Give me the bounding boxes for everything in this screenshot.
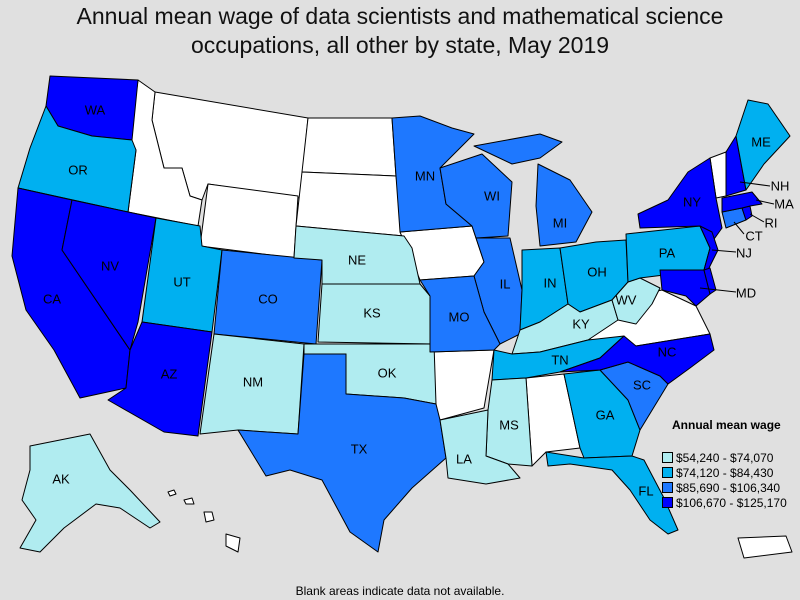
state-me xyxy=(735,99,791,191)
label-ga: GA xyxy=(596,407,615,422)
label-il: IL xyxy=(500,276,511,291)
label-ak: AK xyxy=(52,471,70,486)
label-or: OR xyxy=(68,162,88,177)
legend-item-4: $106,670 - $125,170 xyxy=(662,495,787,510)
callout-ct xyxy=(733,221,745,235)
callout-nh xyxy=(739,181,771,187)
label-tx: TX xyxy=(351,441,368,456)
state-mi xyxy=(473,133,593,247)
label-mn: MN xyxy=(415,168,435,183)
label-ri: RI xyxy=(765,215,778,230)
label-in: IN xyxy=(544,275,557,290)
label-wv: WV xyxy=(616,292,637,307)
label-wa: WA xyxy=(85,102,106,117)
label-ks: KS xyxy=(363,305,381,320)
state-tx xyxy=(237,353,447,553)
state-ny xyxy=(637,157,723,243)
label-ct: CT xyxy=(745,228,762,243)
state-ak xyxy=(19,433,161,553)
state-ma xyxy=(721,191,763,213)
label-ca: CA xyxy=(43,291,61,306)
legend-label-2: $74,120 - $84,430 xyxy=(676,465,774,480)
legend-item-2: $74,120 - $84,430 xyxy=(662,465,787,480)
label-nm: NM xyxy=(243,374,263,389)
callout-ma xyxy=(755,199,775,205)
label-ms: MS xyxy=(499,417,519,432)
legend-swatch-2 xyxy=(662,467,673,478)
label-pa: PA xyxy=(659,245,676,260)
legend-swatch-3 xyxy=(662,482,673,493)
state-mo xyxy=(419,275,501,353)
map-legend: Annual mean wage $54,240 - $74,070 $74,1… xyxy=(662,418,787,510)
callout-md xyxy=(699,287,737,293)
state-nc xyxy=(559,333,715,385)
label-co: CO xyxy=(258,291,278,306)
callout-nj xyxy=(711,249,737,253)
map-title-line-1: Annual mean wage of data scientists and … xyxy=(76,3,724,29)
label-nc: NC xyxy=(658,344,677,359)
legend-item-3: $85,690 - $106,340 xyxy=(662,480,787,495)
label-me: ME xyxy=(751,134,771,149)
legend-label-4: $106,670 - $125,170 xyxy=(676,495,787,510)
label-ne: NE xyxy=(348,252,366,267)
label-fl: FL xyxy=(638,483,653,498)
legend-title: Annual mean wage xyxy=(672,418,781,432)
legend-swatch-1 xyxy=(662,452,673,463)
label-mi: MI xyxy=(553,215,567,230)
footnote: Blank areas indicate data not available. xyxy=(295,584,505,598)
state-hi xyxy=(167,489,241,553)
state-wi xyxy=(439,153,513,239)
label-az: AZ xyxy=(161,366,178,381)
state-wy xyxy=(199,183,299,259)
state-nd xyxy=(301,117,397,177)
label-wi: WI xyxy=(484,188,500,203)
label-ny: NY xyxy=(683,194,701,209)
state-pr xyxy=(737,535,793,559)
label-oh: OH xyxy=(587,264,607,279)
callout-ri xyxy=(749,213,765,223)
label-sc: SC xyxy=(633,377,651,392)
label-ok: OK xyxy=(378,365,397,380)
label-la: LA xyxy=(456,451,472,466)
legend-swatch-4 xyxy=(662,497,673,508)
state-sd xyxy=(295,171,405,237)
legend-label-3: $85,690 - $106,340 xyxy=(676,480,781,495)
label-nj: NJ xyxy=(736,245,752,260)
map-title-line-2: occupations, all other by state, May 201… xyxy=(190,32,610,58)
state-la xyxy=(439,409,521,485)
label-nv: NV xyxy=(101,258,119,273)
state-or xyxy=(17,105,137,213)
state-fl xyxy=(545,451,679,535)
label-md: MD xyxy=(736,285,756,300)
label-tn: TN xyxy=(551,352,568,367)
label-ut: UT xyxy=(173,274,190,289)
label-ky: KY xyxy=(572,316,590,331)
label-mo: MO xyxy=(449,309,470,324)
state-az xyxy=(107,321,213,437)
label-nh: NH xyxy=(771,178,790,193)
label-ma: MA xyxy=(774,196,794,211)
map-title: Annual mean wage of data scientists and … xyxy=(0,2,800,60)
legend-label-1: $54,240 - $74,070 xyxy=(676,450,774,465)
state-ar xyxy=(429,349,495,421)
legend-item-1: $54,240 - $74,070 xyxy=(662,450,787,465)
state-nv xyxy=(61,199,157,351)
